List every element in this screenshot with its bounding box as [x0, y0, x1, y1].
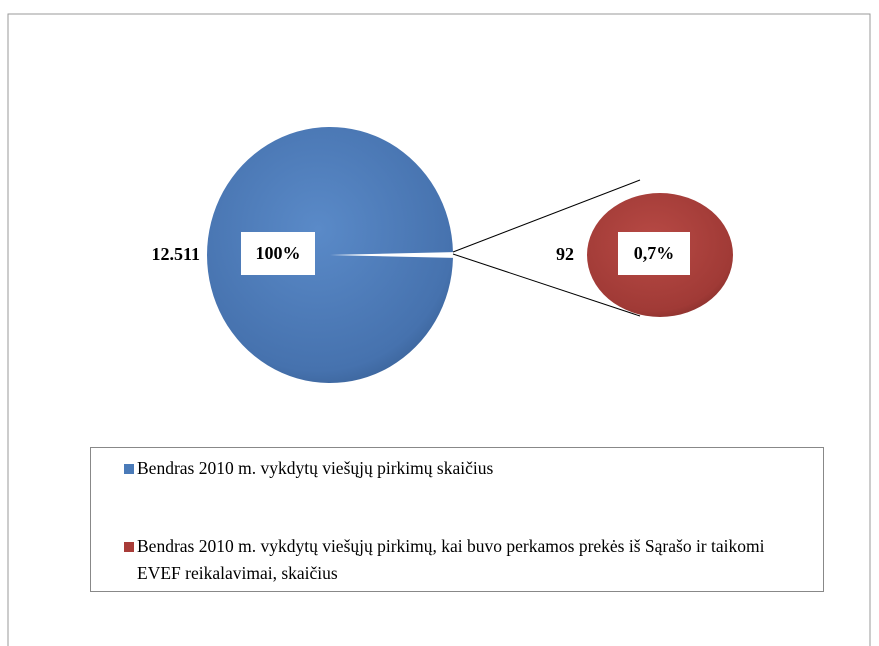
legend-swatch	[124, 542, 134, 552]
legend-label: Bendras 2010 m. vykdytų viešųjų pirkimų,…	[137, 536, 765, 583]
data-label: 92	[556, 244, 574, 264]
pie-slice	[207, 127, 453, 383]
percent-label: 100%	[256, 243, 301, 263]
frame	[7, 13, 871, 646]
percent-label: 0,7%	[634, 243, 675, 263]
connector	[452, 179, 641, 253]
connector	[452, 253, 641, 317]
label-box	[618, 232, 690, 275]
data-label: 12.511	[151, 244, 200, 264]
legend: Bendras 2010 m. vykdytų viešųjų pirkimų …	[90, 447, 824, 592]
legend-swatch	[124, 464, 134, 474]
label-box	[241, 232, 315, 275]
legend-label: Bendras 2010 m. vykdytų viešųjų pirkimų …	[137, 458, 494, 478]
